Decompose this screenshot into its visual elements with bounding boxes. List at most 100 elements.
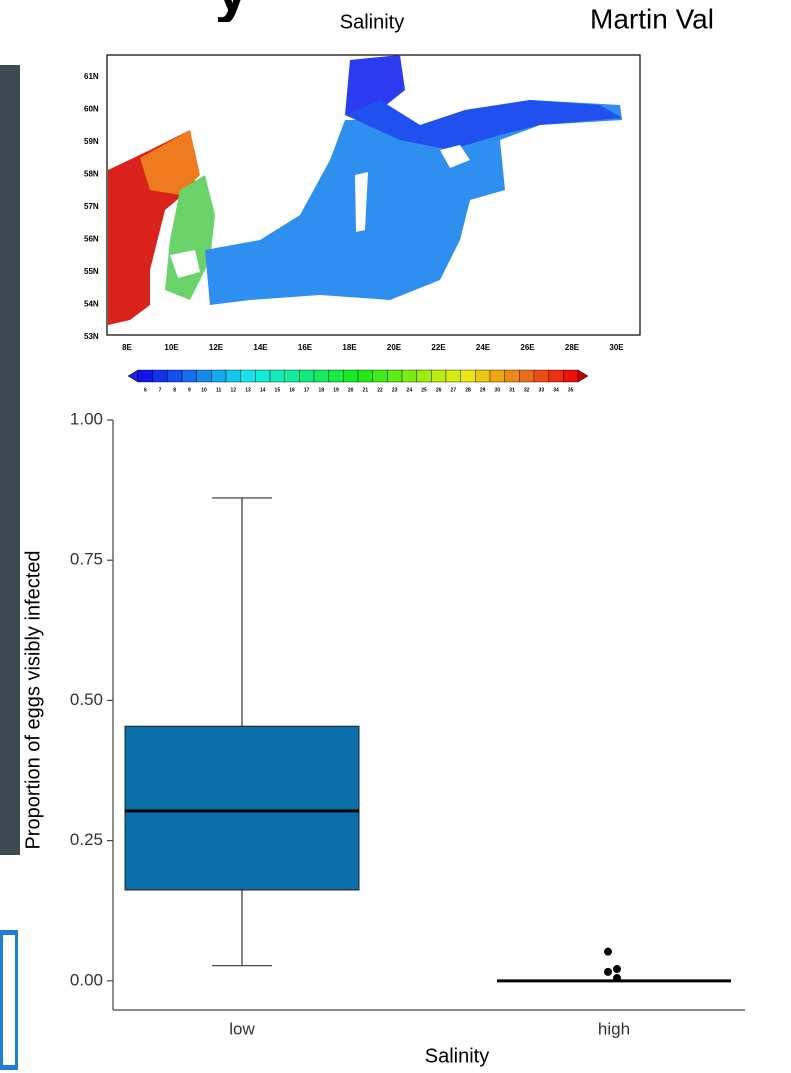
colorbar-label: 35	[568, 387, 574, 393]
colorbar-cell	[153, 370, 168, 382]
colorbar-label: 10	[201, 387, 207, 393]
lon-label: 8E	[122, 343, 132, 352]
lat-label: 59N	[84, 137, 99, 146]
colorbar-label: 17	[304, 387, 310, 393]
colorbar-label: 34	[553, 387, 559, 393]
colorbar-arrow	[578, 370, 588, 382]
lat-label: 57N	[84, 202, 99, 211]
map	[107, 55, 640, 335]
side-box-inner	[3, 935, 15, 1065]
colorbar-cell	[138, 370, 153, 382]
colorbar-cell	[563, 370, 578, 382]
colorbar-label: 33	[539, 387, 545, 393]
box	[125, 726, 359, 890]
colorbar-label: 18	[319, 387, 325, 393]
lon-label: 16E	[298, 343, 313, 352]
colorbar-label: 20	[348, 387, 354, 393]
colorbar-label: 12	[231, 387, 237, 393]
colorbar-label: 26	[436, 387, 442, 393]
lon-label: 26E	[520, 343, 535, 352]
colorbar-cell	[285, 370, 300, 382]
colorbar-label: 31	[509, 387, 515, 393]
outlier	[604, 968, 612, 976]
colorbar-label: 7	[159, 387, 162, 393]
lat-label: 56N	[84, 235, 99, 244]
colorbar-cell	[182, 370, 197, 382]
y-tick-label: 0.75	[70, 550, 103, 569]
y-axis-label: Proportion of eggs visibly infected	[22, 550, 44, 849]
author: Martin Val	[590, 3, 714, 34]
lon-label: 10E	[164, 343, 179, 352]
lon-label: 20E	[387, 343, 402, 352]
colorbar-label: 32	[524, 387, 530, 393]
lat-label: 60N	[84, 105, 99, 114]
page: {"header": {"title_fragment": "y", "auth…	[0, 0, 791, 1073]
lat-label: 55N	[84, 267, 99, 276]
colorbar-cell	[270, 370, 285, 382]
colorbar-label: 27	[451, 387, 457, 393]
colorbar-arrow	[128, 370, 138, 382]
x-axis-label: Salinity	[425, 1045, 489, 1067]
colorbar-label: 22	[377, 387, 383, 393]
colorbar-cell	[402, 370, 417, 382]
colorbar-cell	[314, 370, 329, 382]
colorbar-cell	[329, 370, 344, 382]
colorbar-cell	[505, 370, 520, 382]
lon-label: 22E	[431, 343, 446, 352]
colorbar-cell	[211, 370, 226, 382]
outlier	[604, 948, 612, 956]
slide: y Martin Val Salinity 61N 60N 59N 58N 57N 56N…	[0, 0, 791, 1073]
colorbar-cell	[519, 370, 534, 382]
colorbar-label: 30	[495, 387, 501, 393]
colorbar-cell	[299, 370, 314, 382]
outlier	[613, 965, 621, 973]
colorbar-label: 29	[480, 387, 486, 393]
colorbar-cell	[226, 370, 241, 382]
colorbar-cell	[446, 370, 461, 382]
colorbar-cell	[373, 370, 388, 382]
lat-label: 61N	[84, 72, 99, 81]
colorbar-cell	[490, 370, 505, 382]
colorbar-cell	[255, 370, 270, 382]
y-tick-label: 0.25	[70, 830, 103, 849]
x-tick-label: high	[598, 1019, 630, 1038]
y-tick-label: 0.00	[70, 970, 103, 989]
colorbar-label: 14	[260, 387, 266, 393]
outlier	[613, 974, 621, 982]
colorbar-cell	[387, 370, 402, 382]
map-title: Salinity	[340, 11, 404, 33]
colorbar-label: 28	[465, 387, 471, 393]
colorbar-label: 23	[392, 387, 398, 393]
colorbar-label: 15	[275, 387, 281, 393]
lon-label: 24E	[476, 343, 491, 352]
colorbar-cell	[461, 370, 476, 382]
lon-label: 12E	[209, 343, 224, 352]
colorbar-label: 13	[245, 387, 251, 393]
title-clip: y	[215, 0, 250, 24]
colorbar-cell	[343, 370, 358, 382]
x-tick-label: low	[229, 1019, 255, 1038]
lat-label: 54N	[84, 300, 99, 309]
lon-label: 30E	[609, 343, 624, 352]
lon-label: 28E	[565, 343, 580, 352]
title-fragment: y	[215, 0, 250, 24]
colorbar-label: 8	[173, 387, 176, 393]
colorbar-cell	[534, 370, 549, 382]
colorbar-label: 21	[363, 387, 369, 393]
colorbar-cell	[417, 370, 432, 382]
colorbar-cell	[197, 370, 212, 382]
colorbar-cell	[475, 370, 490, 382]
colorbar-cell	[549, 370, 564, 382]
colorbar-label: 19	[333, 387, 339, 393]
lon-label: 18E	[342, 343, 357, 352]
colorbar-label: 16	[289, 387, 295, 393]
colorbar-cell	[241, 370, 256, 382]
photo-strip	[0, 65, 20, 855]
lat-label: 58N	[84, 170, 99, 179]
colorbar-label: 24	[407, 387, 413, 393]
colorbar-cell	[358, 370, 373, 382]
colorbar-cell	[431, 370, 446, 382]
colorbar-label: 6	[144, 387, 147, 393]
y-tick-label: 0.50	[70, 690, 103, 709]
y-tick-label: 1.00	[70, 409, 103, 428]
